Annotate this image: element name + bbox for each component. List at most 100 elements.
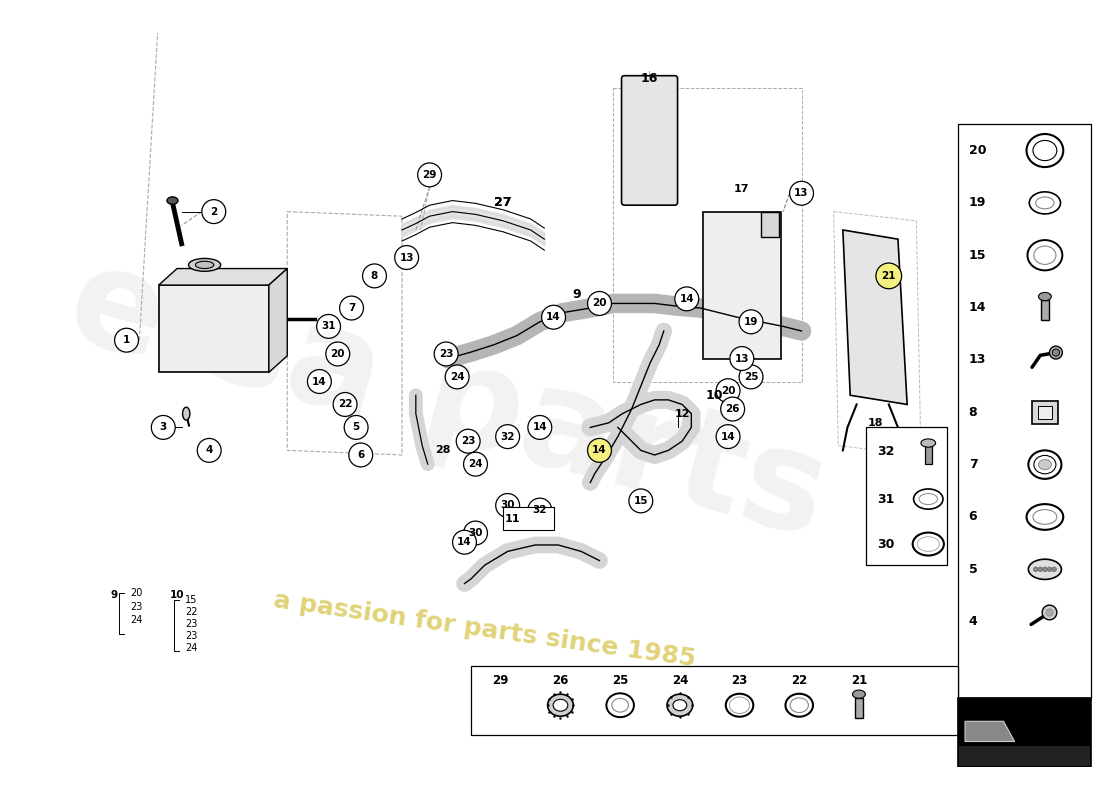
- Circle shape: [1038, 567, 1043, 572]
- Circle shape: [1033, 567, 1038, 572]
- Bar: [1032, 402, 1058, 424]
- Text: 20: 20: [592, 298, 607, 309]
- Text: 27: 27: [494, 196, 512, 209]
- Bar: [625, 78, 674, 202]
- Circle shape: [201, 200, 225, 223]
- Text: 2: 2: [210, 206, 218, 217]
- Text: 29: 29: [493, 674, 509, 687]
- Text: 26: 26: [725, 404, 740, 414]
- Ellipse shape: [612, 698, 628, 712]
- Text: 32: 32: [500, 432, 515, 442]
- Ellipse shape: [921, 439, 936, 447]
- Text: 29: 29: [422, 170, 437, 180]
- Text: 22: 22: [791, 674, 807, 687]
- Bar: [958, 124, 1091, 698]
- Circle shape: [528, 415, 552, 439]
- Circle shape: [496, 425, 519, 449]
- Text: 18: 18: [867, 418, 883, 428]
- Circle shape: [152, 415, 175, 439]
- Ellipse shape: [1028, 559, 1062, 579]
- Text: 19: 19: [744, 317, 758, 327]
- Polygon shape: [268, 269, 287, 372]
- Text: 14: 14: [547, 312, 561, 322]
- Text: 23: 23: [439, 349, 453, 359]
- Bar: [503, 507, 553, 530]
- Ellipse shape: [196, 261, 213, 269]
- Circle shape: [1046, 609, 1053, 616]
- Text: 5: 5: [352, 422, 360, 433]
- Text: 8: 8: [969, 406, 977, 418]
- Text: 19: 19: [969, 196, 986, 210]
- Ellipse shape: [1026, 134, 1064, 167]
- Circle shape: [587, 438, 612, 462]
- Text: 24: 24: [450, 372, 464, 382]
- Text: 14: 14: [312, 377, 327, 386]
- Ellipse shape: [188, 258, 221, 271]
- Circle shape: [452, 530, 476, 554]
- Circle shape: [716, 378, 740, 402]
- Text: 14: 14: [720, 432, 736, 442]
- Ellipse shape: [1034, 246, 1056, 265]
- Text: 14: 14: [458, 538, 472, 547]
- Text: 21: 21: [881, 271, 896, 281]
- Text: 27: 27: [494, 196, 512, 209]
- Circle shape: [114, 328, 139, 352]
- Ellipse shape: [1038, 293, 1052, 301]
- Ellipse shape: [913, 533, 944, 555]
- Text: 22: 22: [185, 607, 198, 617]
- Text: 11: 11: [505, 514, 520, 524]
- Circle shape: [720, 397, 745, 421]
- Circle shape: [317, 314, 341, 338]
- Circle shape: [876, 263, 902, 289]
- Text: 32: 32: [532, 505, 547, 515]
- Text: 6: 6: [969, 510, 977, 523]
- Ellipse shape: [785, 694, 813, 717]
- Ellipse shape: [729, 697, 749, 714]
- Circle shape: [541, 306, 565, 329]
- Bar: [158, 285, 268, 372]
- Ellipse shape: [667, 694, 693, 716]
- Circle shape: [1053, 349, 1059, 356]
- Ellipse shape: [1033, 141, 1057, 161]
- Text: 30: 30: [877, 538, 894, 550]
- Text: 23: 23: [461, 436, 475, 446]
- Bar: [1042, 300, 1048, 321]
- Text: 23: 23: [185, 619, 198, 629]
- Ellipse shape: [1034, 455, 1056, 474]
- Text: 4: 4: [206, 446, 213, 455]
- Ellipse shape: [673, 700, 686, 710]
- Ellipse shape: [1028, 450, 1062, 479]
- Circle shape: [363, 264, 386, 288]
- Text: 9: 9: [572, 288, 581, 301]
- Bar: [761, 212, 780, 238]
- Polygon shape: [158, 269, 287, 285]
- Circle shape: [463, 452, 487, 476]
- Text: 7: 7: [348, 303, 355, 313]
- Polygon shape: [965, 722, 1014, 742]
- Ellipse shape: [183, 407, 190, 420]
- Text: 12: 12: [674, 409, 690, 418]
- Circle shape: [1052, 567, 1056, 572]
- Ellipse shape: [790, 698, 808, 713]
- Text: 16: 16: [640, 72, 658, 85]
- Circle shape: [349, 443, 373, 467]
- Text: 5: 5: [969, 563, 978, 576]
- Circle shape: [730, 346, 754, 370]
- Circle shape: [674, 287, 698, 310]
- Text: 23: 23: [130, 602, 143, 611]
- Text: 23: 23: [732, 674, 748, 687]
- Ellipse shape: [606, 694, 634, 717]
- Text: 15: 15: [969, 249, 987, 262]
- Text: 15: 15: [634, 496, 648, 506]
- Text: 24: 24: [130, 615, 143, 626]
- Text: 20: 20: [720, 386, 735, 396]
- Text: 25: 25: [612, 674, 628, 687]
- Text: 14: 14: [680, 294, 694, 304]
- Text: 115 01: 115 01: [1000, 746, 1075, 766]
- Text: elsa parts: elsa parts: [55, 234, 840, 566]
- Text: 31: 31: [877, 493, 894, 506]
- Circle shape: [739, 365, 763, 389]
- Circle shape: [456, 430, 480, 453]
- Text: 9: 9: [110, 590, 117, 601]
- Circle shape: [496, 494, 519, 518]
